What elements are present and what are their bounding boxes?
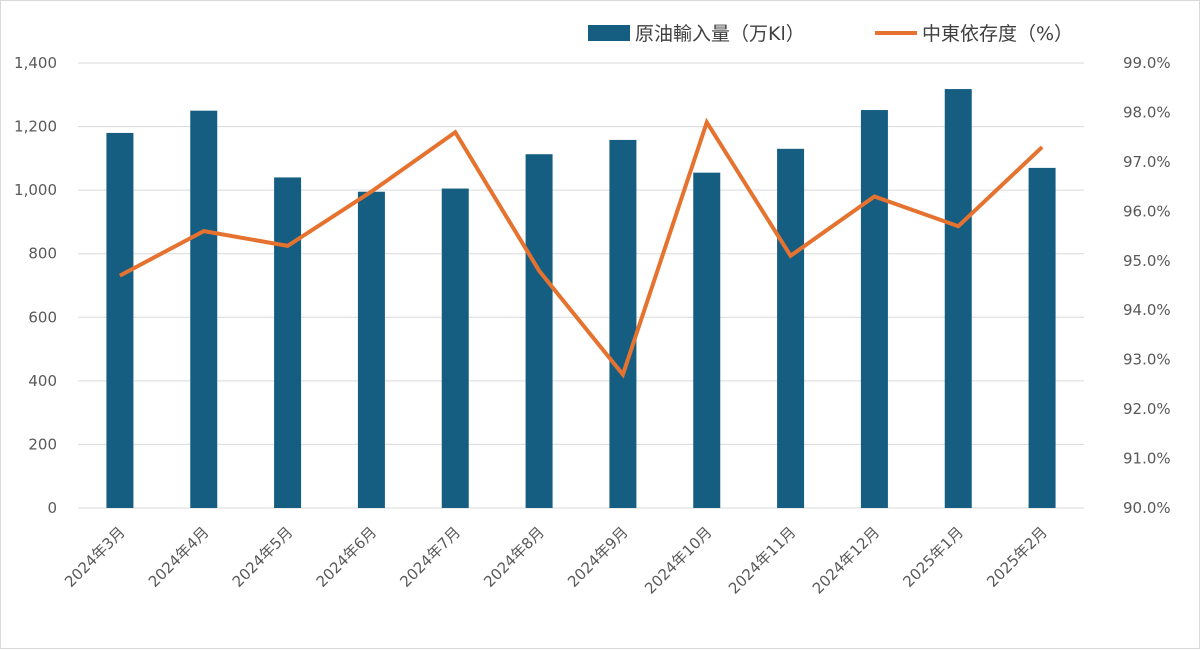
y-right-tick-label: 92.0%	[1123, 400, 1171, 418]
bar	[693, 172, 721, 509]
bar	[1028, 167, 1056, 508]
y-right-tick-label: 96.0%	[1123, 202, 1171, 220]
y-right-tick-label: 93.0%	[1123, 351, 1171, 369]
x-tick-label: 2024年6月	[313, 523, 381, 591]
y-axis-left: 0 200 400 600 800 1,000 1,200 1,400	[14, 54, 57, 517]
line-series	[118, 117, 1044, 379]
y-left-tick-label: 600	[28, 308, 57, 326]
x-tick-label: 2024年11月	[725, 523, 799, 597]
gridlines	[78, 62, 1084, 509]
y-left-tick-label: 1,200	[14, 118, 57, 136]
legend-label-line: 中東依存度（%）	[922, 23, 1073, 45]
y-right-tick-label: 98.0%	[1123, 103, 1171, 121]
x-axis: 2024年3月 2024年4月 2024年5月 2024年6月 2024年7月 2024年…	[61, 523, 1051, 597]
y-right-tick-label: 94.0%	[1123, 301, 1171, 319]
legend-swatch-bar	[588, 25, 630, 41]
x-tick-label: 2024年3月	[61, 523, 129, 591]
bar	[609, 139, 637, 508]
y-left-tick-label: 1,400	[14, 54, 57, 72]
y-right-tick-label: 99.0%	[1123, 54, 1171, 72]
bar	[106, 132, 134, 508]
x-tick-label: 2025年2月	[983, 523, 1051, 591]
line-path	[118, 117, 1044, 379]
x-tick-label: 2024年12月	[809, 523, 883, 597]
y-axis-right: 90.0% 91.0% 92.0% 93.0% 94.0% 95.0% 96.0% 97.0%…	[1123, 54, 1171, 517]
bar	[777, 148, 805, 509]
legend-label-bar: 原油輸入量（万Kl）	[635, 23, 805, 45]
x-tick-label: 2024年5月	[229, 523, 297, 591]
x-tick-label: 2024年10月	[641, 523, 715, 597]
y-left-tick-label: 800	[28, 245, 57, 263]
bar	[944, 89, 972, 509]
bar	[525, 154, 553, 508]
bar	[441, 188, 469, 508]
y-left-tick-label: 1,000	[14, 181, 57, 199]
bar	[357, 191, 385, 508]
y-right-tick-label: 91.0%	[1123, 450, 1171, 468]
y-right-tick-label: 97.0%	[1123, 153, 1171, 171]
bar	[860, 110, 888, 509]
y-right-tick-label: 95.0%	[1123, 252, 1171, 270]
legend: 原油輸入量（万Kl） 中東依存度（%）	[588, 23, 1073, 45]
x-tick-label: 2024年4月	[145, 523, 213, 591]
x-tick-label: 2024年7月	[396, 523, 464, 591]
y-left-tick-label: 0	[47, 499, 57, 517]
x-tick-label: 2024年9月	[564, 523, 632, 591]
x-tick-label: 2025年1月	[899, 523, 967, 591]
x-tick-label: 2024年8月	[480, 523, 548, 591]
bar	[190, 110, 218, 508]
y-right-tick-label: 90.0%	[1123, 499, 1171, 517]
bar	[274, 177, 302, 508]
y-left-tick-label: 400	[28, 372, 57, 390]
bar-series	[106, 89, 1056, 509]
y-left-tick-label: 200	[28, 435, 57, 453]
